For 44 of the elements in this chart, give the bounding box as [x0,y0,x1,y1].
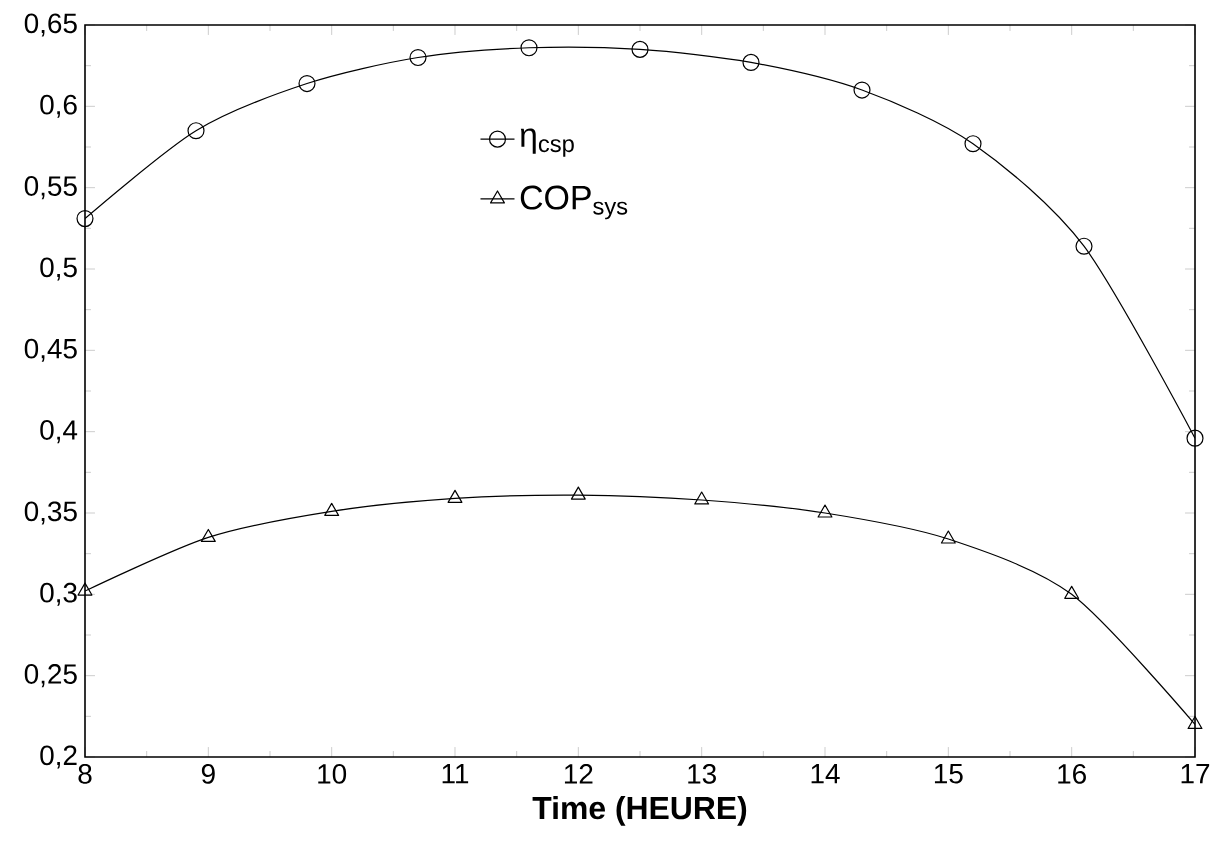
point [187,122,205,140]
legend-label: η$_{csp}$ [520,128,574,157]
point [324,502,340,516]
point [200,528,216,542]
legend-label: COP$_{sys}$ [520,185,628,220]
point [631,40,649,58]
point [742,53,760,71]
y-tick-label: 0,65 [24,13,77,37]
point [853,81,871,99]
point [1187,715,1203,730]
y-tick-label: 0,55 [24,176,77,200]
point [1186,429,1204,447]
x-tick-label: 13 [688,764,716,784]
x-tick-label: 14 [811,764,840,784]
y-tick-label: 0,2 [40,745,77,769]
y-tick-label: 0,6 [40,94,77,118]
point [76,210,94,228]
point [964,135,982,153]
point [447,489,463,503]
y-tick-label: 0,3 [40,582,77,606]
x-tick-label: 9 [201,764,215,784]
point [1064,585,1080,599]
x-tick-label: 16 [1058,764,1086,784]
point [298,74,316,93]
x-tick-label: 17 [1181,764,1210,784]
x-tick-label: 8 [78,764,92,784]
x-tick-label: 11 [442,764,469,784]
y-tick-label: 0,25 [24,664,77,688]
point [570,486,586,500]
x-tick-label: 12 [564,764,593,784]
x-axis-title: Time (HEURE) [532,795,747,826]
point [1075,237,1093,255]
y-tick-label: 0,4 [40,420,78,444]
y-tick-label: 0,5 [40,257,77,281]
x-tick-label: 10 [318,764,347,784]
point [940,530,956,544]
point [77,582,93,596]
point [409,48,427,67]
point [817,504,833,518]
point [694,491,710,505]
point [520,39,538,57]
y-tick-label: 0,35 [24,501,77,525]
y-tick-label: 0,45 [24,338,77,362]
x-tick-label: 15 [934,764,963,784]
